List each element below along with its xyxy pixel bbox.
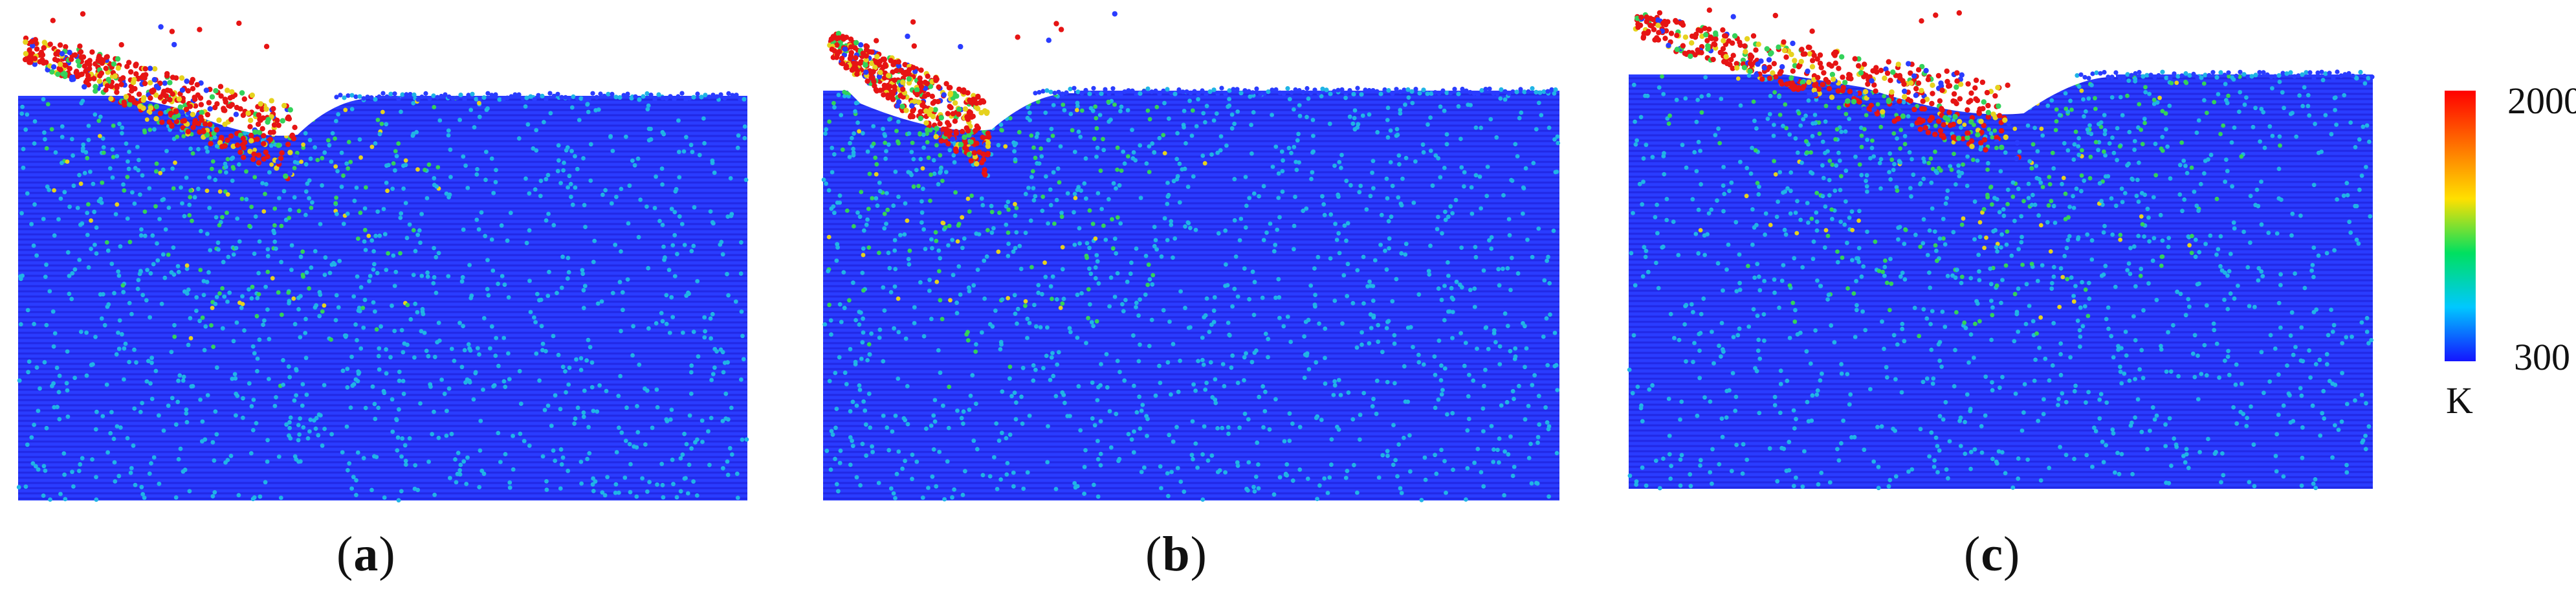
- substrate-slab: [18, 96, 747, 500]
- surface-atoms: [2075, 69, 2375, 81]
- thermal-atoms: [16, 93, 749, 503]
- thermal-atoms: [821, 88, 1561, 502]
- colorbar-gradient: [2445, 91, 2476, 361]
- panel-caption-c: (c): [1964, 527, 2021, 581]
- colorbar-min-label: 300: [2514, 336, 2570, 378]
- panel-caption-b: (b): [1145, 527, 1207, 581]
- hot-chip-atoms: [22, 11, 299, 182]
- surface-atoms: [334, 91, 747, 102]
- surface-atoms: [1033, 85, 1558, 97]
- atomic-rows: [823, 93, 1559, 500]
- panel-caption-a: (a): [336, 527, 396, 581]
- cut-groove: [822, 65, 1074, 131]
- hot-chip-atoms: [827, 11, 1118, 178]
- colorbar-max-label: 2000: [2507, 80, 2576, 122]
- hot-chip-atoms: [1633, 7, 2021, 161]
- colorbar-unit-label: K: [2446, 379, 2473, 421]
